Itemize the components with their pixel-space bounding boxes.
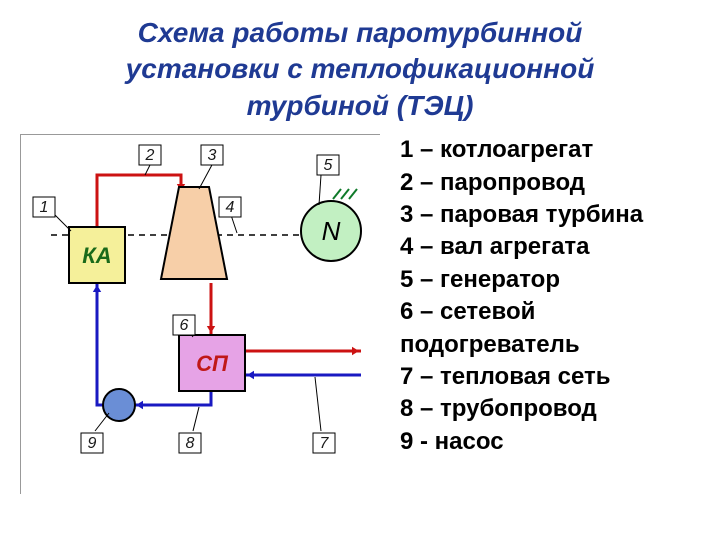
schematic-diagram: КА СП N 1 2 3 4 5 6 7 8 9 [20, 134, 380, 494]
svg-text:6: 6 [180, 317, 189, 334]
svg-text:КА: КА [82, 243, 111, 268]
svg-text:2: 2 [145, 147, 155, 164]
legend-item: 2 – паропровод [400, 167, 700, 199]
svg-text:7: 7 [320, 435, 330, 452]
title-line-1: Схема работы паротурбинной [30, 15, 690, 51]
svg-text:5: 5 [324, 157, 333, 174]
legend-item: 3 – паровая турбина [400, 199, 700, 231]
legend-item: 1 – котлоагрегат [400, 134, 700, 166]
title-line-2: установки с теплофикационной [30, 51, 690, 87]
svg-text:9: 9 [88, 435, 97, 452]
page-title: Схема работы паротурбинной установки с т… [0, 0, 720, 134]
legend-item: 5 – генератор [400, 264, 700, 296]
content-row: КА СП N 1 2 3 4 5 6 7 8 9 1 – котлоагрегат2 – пароп… [0, 134, 720, 494]
svg-text:СП: СП [196, 351, 229, 376]
legend-item: 6 – сетевой подогреватель [400, 296, 700, 361]
svg-text:N: N [322, 216, 341, 246]
legend-item: 4 – вал агрегата [400, 231, 700, 263]
legend-item: 7 – тепловая сеть [400, 361, 700, 393]
legend-item: 9 - насос [400, 426, 700, 458]
svg-text:4: 4 [226, 199, 235, 216]
legend-list: 1 – котлоагрегат2 – паропровод3 – парова… [380, 134, 700, 494]
diagram-svg: КА СП N 1 2 3 4 5 6 7 8 9 [21, 135, 381, 495]
title-line-3: турбиной (ТЭЦ) [30, 88, 690, 124]
svg-text:1: 1 [40, 199, 49, 216]
svg-text:8: 8 [186, 435, 195, 452]
legend-item: 8 – трубопровод [400, 393, 700, 425]
svg-text:3: 3 [208, 147, 217, 164]
